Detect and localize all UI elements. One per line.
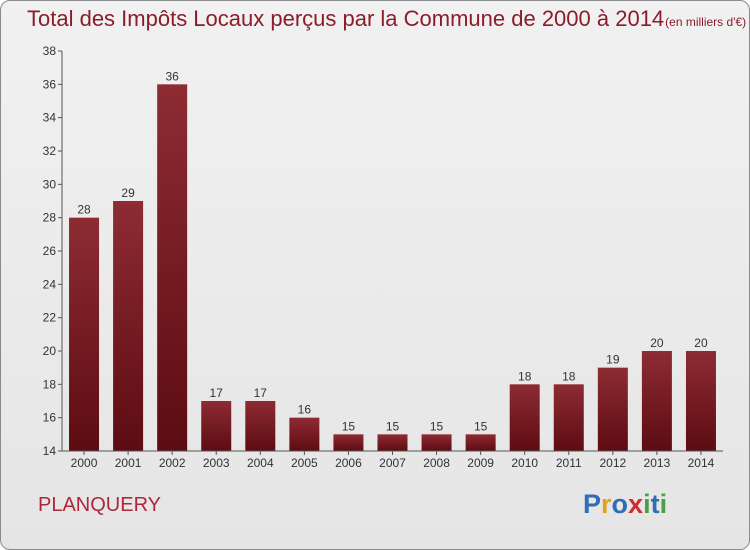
y-tick-label: 14 — [43, 444, 57, 458]
y-tick-label: 38 — [43, 44, 57, 58]
bar-2010 — [509, 384, 540, 451]
logo-letter-3: o — [611, 489, 629, 519]
data-label: 20 — [650, 336, 664, 350]
data-label: 17 — [254, 386, 268, 400]
data-label: 16 — [298, 403, 312, 417]
bar-2007 — [377, 434, 408, 451]
bar-2011 — [553, 384, 584, 451]
x-tick-label: 2001 — [115, 456, 142, 470]
bar-2000 — [69, 217, 100, 451]
bar-2014 — [685, 351, 716, 451]
y-tick-label: 20 — [43, 344, 57, 358]
y-tick-label: 24 — [43, 277, 57, 291]
x-tick-label: 2012 — [599, 456, 626, 470]
chart-title: Total des Impôts Locaux perçus par la Co… — [27, 6, 746, 32]
logo-letter-5: i — [643, 489, 651, 519]
logo-letter-2: r — [601, 489, 612, 519]
logo-letter-4: x — [628, 489, 644, 519]
x-tick-label: 2005 — [291, 456, 318, 470]
y-tick-label: 30 — [43, 177, 57, 191]
bar-2005 — [289, 417, 320, 451]
data-label: 15 — [430, 419, 444, 433]
commune-name: PLANQUERY — [38, 494, 162, 516]
data-label: 15 — [386, 419, 400, 433]
logo-letter-6: t — [650, 489, 660, 519]
y-tick-label: 22 — [43, 311, 57, 325]
bar-2004 — [245, 401, 276, 451]
bar-2002 — [157, 84, 188, 451]
bar-2003 — [201, 401, 232, 451]
x-tick-label: 2013 — [644, 456, 671, 470]
unit-label: (en milliers d'€) — [665, 15, 747, 29]
data-label: 15 — [474, 419, 488, 433]
x-tick-label: 2004 — [247, 456, 274, 470]
x-tick-label: 2014 — [688, 456, 715, 470]
y-tick-label: 32 — [43, 144, 57, 158]
data-label: 28 — [77, 203, 91, 217]
y-tick-label: 34 — [43, 111, 57, 125]
x-tick-label: 2008 — [423, 456, 450, 470]
y-tick-label: 36 — [43, 77, 57, 91]
y-tick-label: 16 — [43, 411, 57, 425]
y-tick-label: 28 — [43, 211, 57, 225]
title-text: Total des Impôts Locaux perçus par la Co… — [27, 6, 665, 31]
data-label: 20 — [694, 336, 708, 350]
y-tick-label: 18 — [43, 377, 57, 391]
bar-2001 — [113, 201, 144, 451]
x-tick-label: 2002 — [159, 456, 186, 470]
x-tick-label: 2007 — [379, 456, 406, 470]
logo-letter-7: i — [659, 489, 668, 519]
bar-2013 — [641, 351, 672, 451]
x-tick-label: 2000 — [71, 456, 98, 470]
proxiti-logo[interactable]: Proxiti — [583, 489, 667, 520]
x-tick-label: 2009 — [467, 456, 494, 470]
data-label: 19 — [606, 353, 620, 367]
logo-letter-1: P — [583, 489, 602, 519]
data-label: 15 — [342, 419, 356, 433]
x-tick-label: 2010 — [511, 456, 538, 470]
bar-2012 — [597, 367, 628, 451]
y-tick-label: 26 — [43, 244, 57, 258]
x-tick-label: 2003 — [203, 456, 230, 470]
data-label: 17 — [210, 386, 224, 400]
x-tick-label: 2011 — [556, 456, 582, 470]
data-label: 29 — [121, 186, 135, 200]
x-tick-label: 2006 — [335, 456, 362, 470]
bar-2008 — [421, 434, 452, 451]
data-label: 18 — [518, 369, 532, 383]
bar-2009 — [465, 434, 496, 451]
data-label: 18 — [562, 369, 576, 383]
bar-2006 — [333, 434, 364, 451]
data-label: 36 — [165, 69, 179, 83]
